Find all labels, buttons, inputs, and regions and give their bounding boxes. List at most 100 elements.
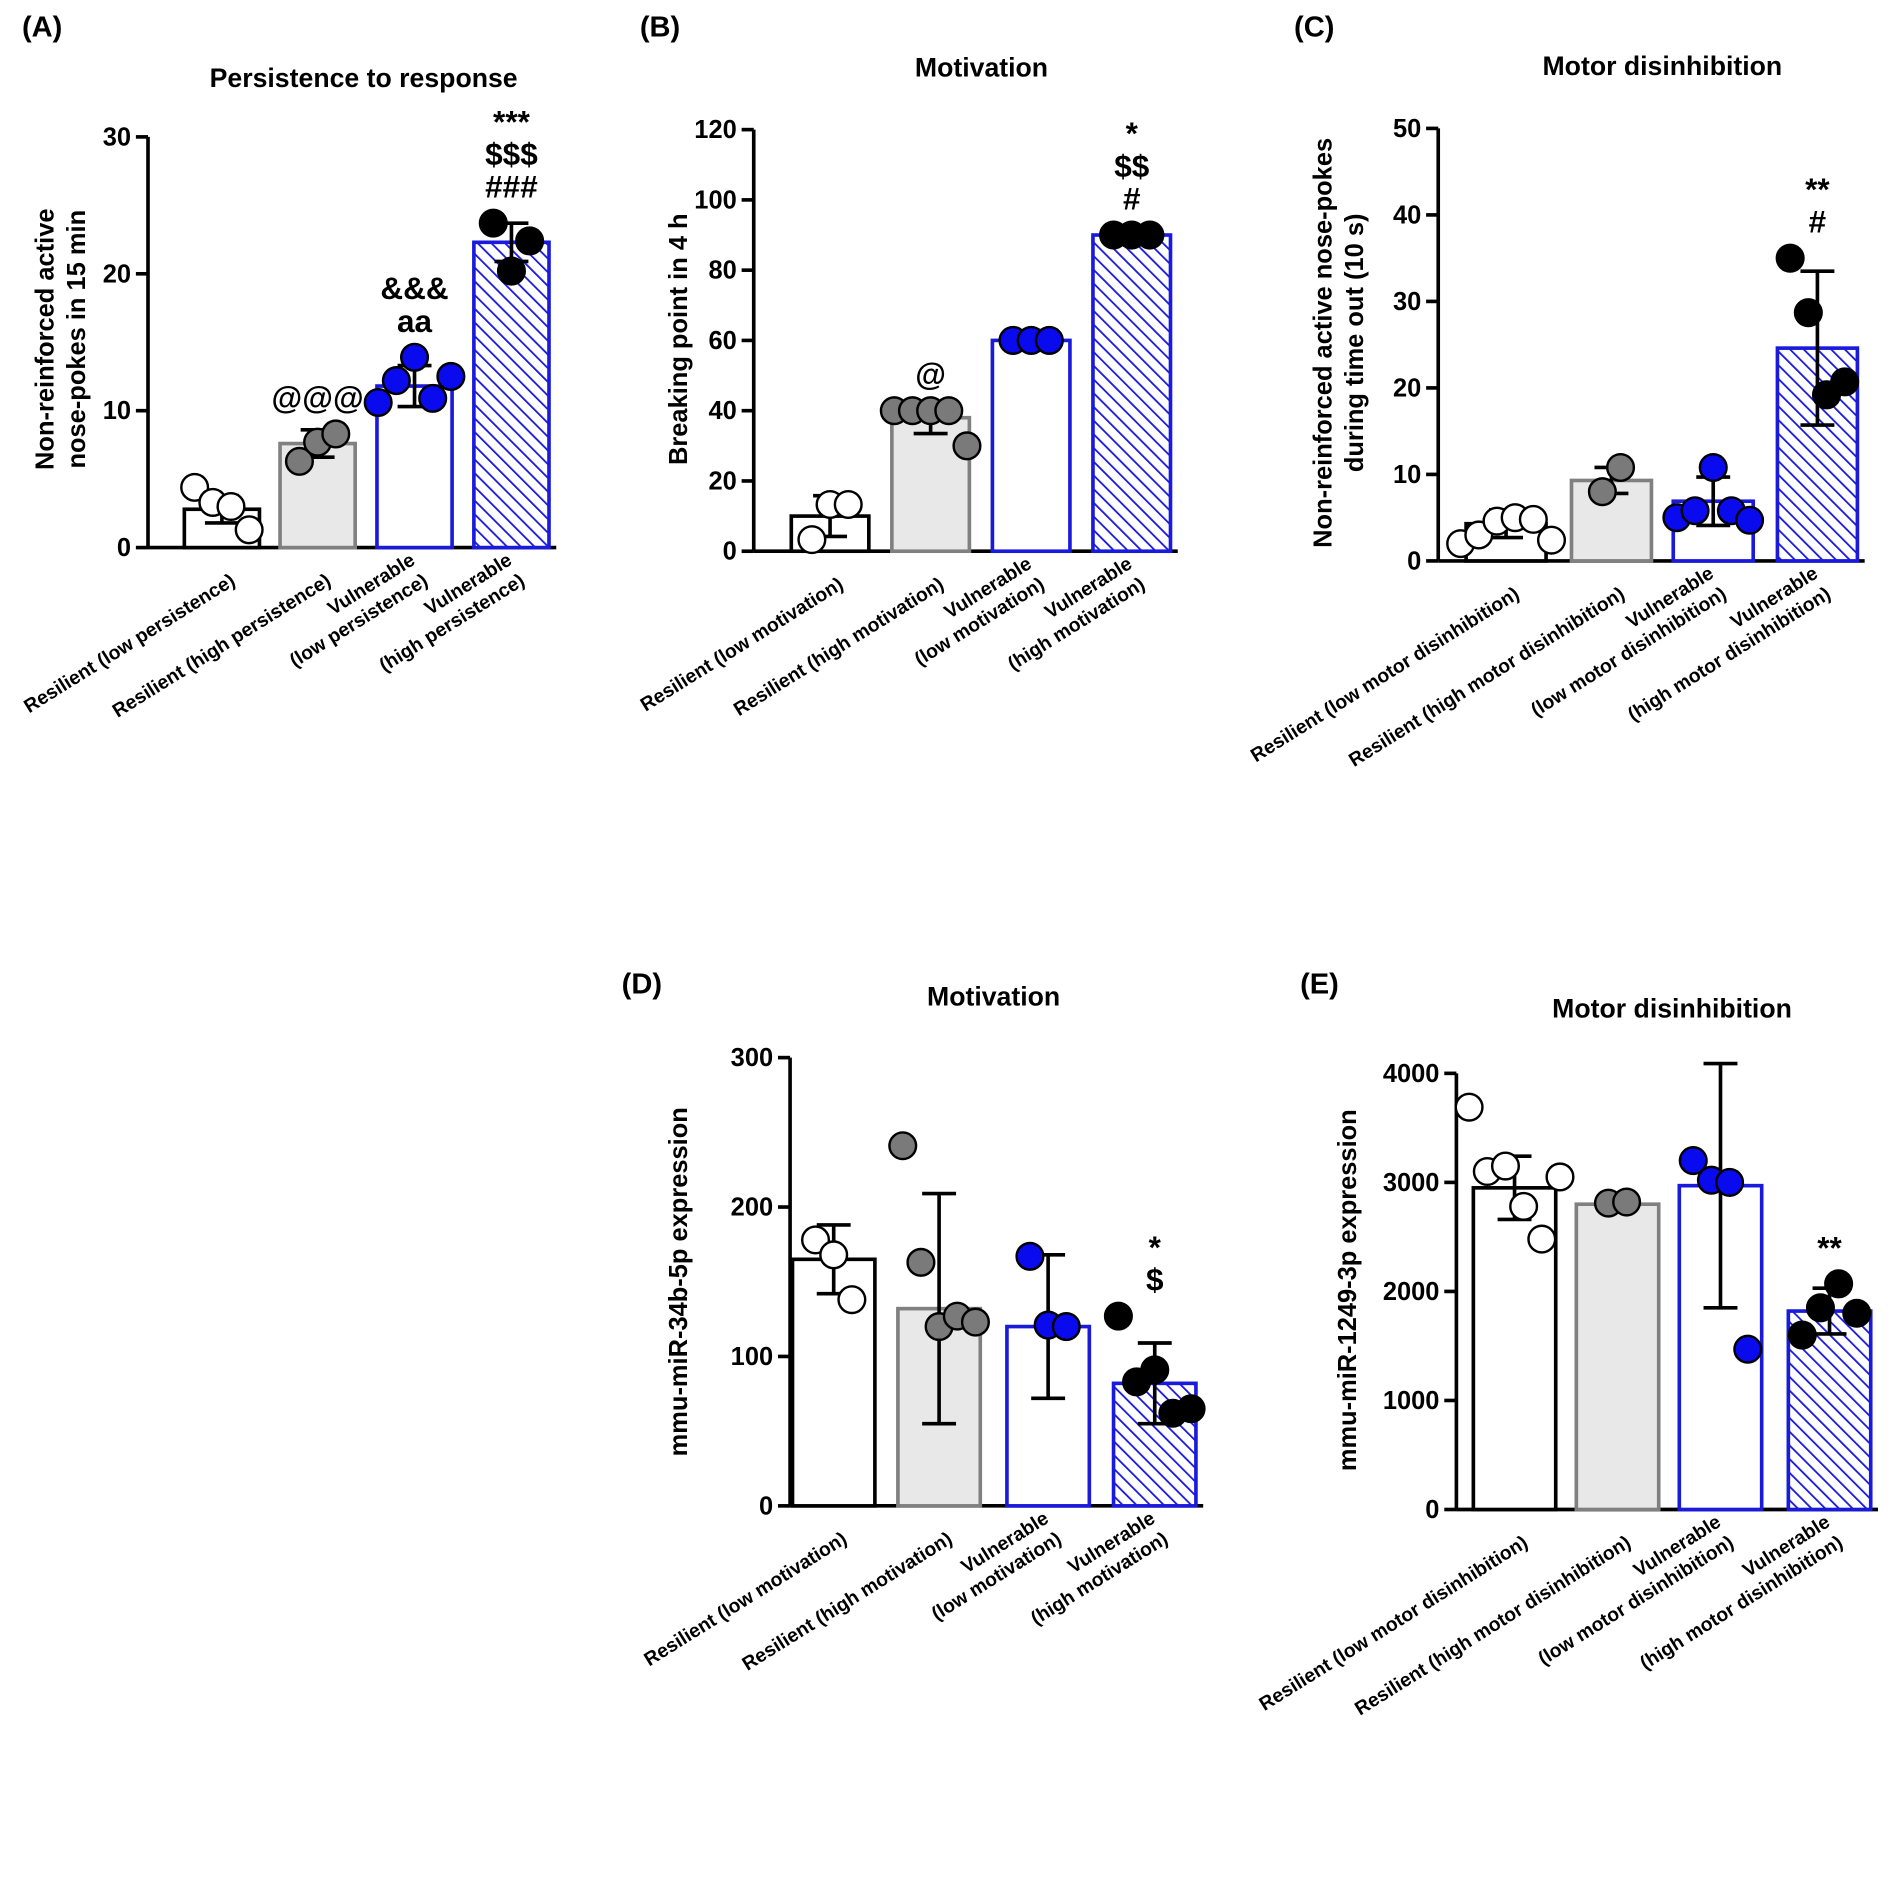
data-point bbox=[321, 419, 351, 449]
y-axis-label: Non-reinforced active nose-pokes in 15 mi… bbox=[32, 208, 91, 470]
y-axis-label: mmu-miR-34b-5p expression bbox=[665, 1107, 693, 1456]
data-point bbox=[1518, 504, 1548, 534]
x-tick-label-line: (low motor disinhibition) bbox=[1534, 1531, 1737, 1669]
annotation: $$ bbox=[1114, 148, 1150, 184]
y-tick-label: 4000 bbox=[1383, 1060, 1440, 1088]
annotation: * bbox=[1149, 1229, 1162, 1265]
chart-title: Motor disinhibition bbox=[1542, 51, 1782, 81]
annotation: $$$ bbox=[485, 136, 538, 172]
data-point bbox=[1735, 505, 1765, 535]
bar bbox=[1091, 233, 1173, 554]
data-point bbox=[1606, 452, 1636, 483]
annotation: # bbox=[1809, 204, 1827, 240]
data-point bbox=[837, 1285, 867, 1315]
annotation: # bbox=[1123, 181, 1141, 217]
data-point bbox=[381, 366, 411, 396]
data-point bbox=[418, 383, 448, 413]
annotation: ### bbox=[485, 169, 538, 205]
data-point bbox=[1545, 1162, 1575, 1192]
y-axis-label: Non-reinforced active nose-pokes during t… bbox=[1310, 138, 1369, 548]
y-tick-label: 0 bbox=[1425, 1496, 1439, 1524]
x-tick-label-line: (low motor disinhibition) bbox=[1527, 583, 1730, 721]
panel-label: (C) bbox=[1294, 11, 1334, 43]
y-axis-label-line: Breaking point in 4 h bbox=[665, 213, 693, 465]
annotation: aa bbox=[397, 303, 433, 339]
data-point bbox=[1842, 1298, 1872, 1328]
x-tick-label: Resilient (low motivation) bbox=[640, 1528, 851, 1671]
data-point bbox=[833, 489, 863, 520]
y-tick-label: 60 bbox=[708, 327, 736, 355]
data-point bbox=[1733, 1334, 1763, 1364]
y-axis-label-line: mmu-miR-1249-3p expression bbox=[1334, 1109, 1362, 1471]
data-point bbox=[1787, 1320, 1817, 1350]
data-point bbox=[284, 446, 314, 476]
data-point bbox=[1775, 243, 1805, 273]
annotation: &&& bbox=[380, 270, 448, 306]
data-point bbox=[960, 1307, 990, 1337]
annotation: @ bbox=[915, 356, 946, 392]
chart-title: Motivation bbox=[915, 52, 1048, 82]
y-tick-label: 1000 bbox=[1383, 1387, 1440, 1415]
x-tick-label-line: Resilient (low motivation) bbox=[640, 1528, 851, 1671]
y-tick-label: 20 bbox=[1393, 374, 1421, 402]
panel-label: (E) bbox=[1300, 968, 1339, 1000]
annotation: ** bbox=[1817, 1229, 1842, 1265]
y-tick-label: 0 bbox=[759, 1492, 773, 1520]
annotation: *** bbox=[493, 103, 531, 139]
data-point bbox=[1454, 1092, 1484, 1122]
data-point bbox=[1678, 1146, 1708, 1176]
y-tick-label: 0 bbox=[117, 534, 131, 562]
y-tick-label: 3000 bbox=[1383, 1169, 1440, 1197]
data-point bbox=[216, 491, 246, 522]
data-point bbox=[1805, 1293, 1835, 1323]
y-tick-label: 30 bbox=[103, 123, 131, 151]
chart-title: Persistence to response bbox=[210, 63, 518, 93]
data-point bbox=[1176, 1394, 1206, 1424]
data-point bbox=[1135, 220, 1165, 250]
data-point bbox=[797, 525, 827, 555]
data-point bbox=[399, 342, 430, 372]
y-tick-label: 40 bbox=[1393, 201, 1421, 229]
panel-label: (D) bbox=[622, 968, 662, 1000]
y-tick-label: 30 bbox=[1393, 288, 1421, 316]
annotation: ** bbox=[1805, 171, 1830, 207]
panel-label: (B) bbox=[640, 11, 680, 43]
bar bbox=[990, 338, 1072, 554]
y-axis-label-line: nose-pokes in 15 min bbox=[63, 210, 91, 469]
y-axis-label-line: Non-reinforced active bbox=[32, 208, 60, 470]
bar bbox=[1574, 1202, 1661, 1512]
y-tick-label: 10 bbox=[1393, 461, 1421, 489]
y-tick-label: 300 bbox=[731, 1044, 773, 1072]
y-tick-label: 80 bbox=[708, 257, 736, 285]
y-tick-label: 0 bbox=[1407, 547, 1421, 575]
data-point bbox=[1103, 1301, 1133, 1331]
data-point bbox=[1536, 525, 1567, 555]
bar bbox=[890, 415, 972, 554]
bar bbox=[375, 384, 454, 550]
y-tick-label: 10 bbox=[103, 397, 131, 425]
data-point bbox=[1140, 1355, 1170, 1385]
y-tick-label: 20 bbox=[708, 467, 736, 495]
chart-title: Motivation bbox=[927, 982, 1060, 1012]
y-tick-label: 100 bbox=[694, 186, 736, 214]
error-bar bbox=[922, 1191, 957, 1426]
data-point bbox=[234, 515, 264, 545]
data-point bbox=[888, 1131, 918, 1161]
data-point bbox=[1034, 325, 1064, 355]
data-point bbox=[363, 387, 393, 418]
data-point bbox=[1587, 477, 1617, 507]
data-point bbox=[952, 431, 982, 461]
y-tick-label: 50 bbox=[1393, 115, 1421, 143]
data-point bbox=[1612, 1187, 1642, 1217]
y-tick-label: 200 bbox=[731, 1194, 773, 1222]
annotation: @@@ bbox=[272, 380, 364, 416]
panel-label: (A) bbox=[22, 11, 62, 43]
data-point bbox=[1680, 496, 1710, 526]
data-point bbox=[819, 1240, 849, 1270]
data-point bbox=[1793, 298, 1823, 328]
y-tick-label: 120 bbox=[694, 116, 736, 144]
x-tick-label: Resilient (high motivation) bbox=[738, 1528, 956, 1676]
y-tick-label: 40 bbox=[708, 397, 736, 425]
data-point bbox=[515, 226, 545, 256]
data-point bbox=[1715, 1167, 1745, 1197]
